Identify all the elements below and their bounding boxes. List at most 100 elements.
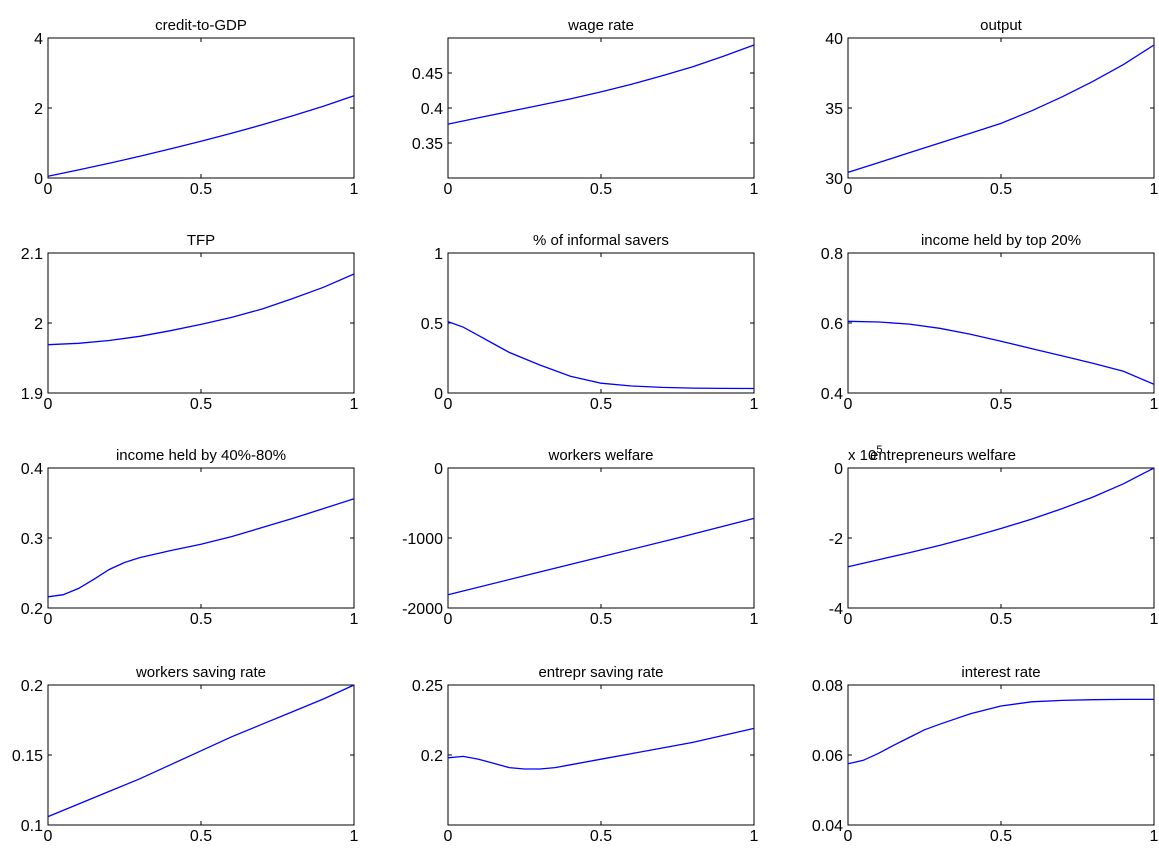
x-tick-label: 1: [350, 396, 359, 413]
series-line: [847, 698, 1154, 765]
y-tick-label: 0.45: [412, 66, 443, 83]
series-line: [847, 467, 1155, 568]
x-tick-label: 0.5: [190, 181, 212, 198]
y-tick-label: 2: [34, 101, 43, 118]
chart-title: entrepr saving rate: [538, 664, 663, 681]
x-tick-label: 0: [844, 181, 853, 198]
y-tick-label: 0.1: [21, 818, 43, 835]
series-line: [47, 498, 355, 598]
x-tick-label: 0: [444, 396, 453, 413]
axes-frame: [447, 684, 755, 826]
y-tick-label: 0.15: [12, 748, 43, 765]
axes-frame: [47, 252, 355, 394]
x-tick-label: 0: [44, 611, 53, 628]
subplot: output 0 0.5 1 30 35 40: [825, 17, 1158, 198]
axes-frame: [47, 37, 355, 179]
series-line: [447, 320, 755, 390]
series-line: [47, 95, 355, 177]
y-tick-label: 1: [434, 246, 443, 263]
subplot: wage rate 0 0.5 1 0.35 0.4 0.45: [412, 17, 759, 198]
series-line: [47, 273, 355, 346]
y-tick-label: 0.2: [21, 601, 43, 618]
x-tick-label: 0.5: [590, 828, 612, 845]
y-tick-label: 0.35: [412, 136, 443, 153]
x-tick-label: 1: [750, 181, 759, 198]
chart-title: income held by 40%-80%: [116, 447, 286, 464]
x-tick-label: 1: [1150, 611, 1159, 628]
y-tick-label: 0.08: [812, 678, 843, 695]
y-tick-label: 0: [434, 461, 443, 478]
y-tick-label: 0: [34, 171, 43, 188]
axes-frame: [447, 252, 755, 394]
y-tick-label: 0: [834, 461, 843, 478]
y-tick-label: 0: [434, 386, 443, 403]
y-tick-label: 0.06: [812, 748, 843, 765]
axes-frame: [47, 684, 355, 826]
y-tick-label: 0.04: [812, 818, 843, 835]
chart-title: credit-to-GDP: [155, 17, 247, 34]
chart-title: output: [980, 17, 1023, 34]
y-tick-label: 0.6: [821, 316, 843, 333]
subplot: workers saving rate 0 0.5 1 0.1 0.15 0.2: [12, 664, 359, 845]
x-tick-label: 1: [1150, 396, 1159, 413]
y-tick-label: -2: [829, 531, 843, 548]
x-tick-label: 0: [444, 611, 453, 628]
series-line: [47, 684, 355, 818]
x-tick-label: 0: [44, 181, 53, 198]
axes-frame: [847, 467, 1155, 609]
y-tick-label: 35: [825, 101, 843, 118]
y-tick-label: 0.8: [821, 246, 843, 263]
y-tick-label: 30: [825, 171, 843, 188]
chart-title: workers saving rate: [135, 664, 266, 681]
chart-title: income held by top 20%: [921, 232, 1081, 249]
axes-frame: [447, 467, 755, 609]
subplot: % of informal savers 0 0.5 1 0 0.5 1: [421, 232, 759, 413]
series-line: [447, 44, 755, 125]
subplot: entrepr saving rate 0 0.5 1 0.2 0.25: [412, 664, 759, 845]
y-tick-label: -2000: [402, 601, 443, 618]
y-tick-label: -1000: [402, 531, 443, 548]
exponent-label: x 105: [848, 444, 882, 464]
y-tick-label: -4: [829, 601, 843, 618]
series-line: [847, 320, 1155, 385]
x-tick-label: 1: [350, 181, 359, 198]
subplot: interest rate 0 0.5 1 0.04 0.06 0.08: [812, 664, 1159, 845]
x-tick-label: 0: [444, 828, 453, 845]
x-tick-label: 0: [844, 396, 853, 413]
series-line: [447, 517, 755, 596]
series-line: [447, 727, 755, 770]
axes-frame: [847, 37, 1155, 179]
y-tick-label: 1.9: [21, 386, 43, 403]
x-tick-label: 0.5: [990, 611, 1012, 628]
x-tick-label: 1: [1150, 828, 1159, 845]
chart-title: workers welfare: [547, 447, 653, 464]
y-tick-label: 2.1: [21, 246, 43, 263]
y-tick-label: 4: [34, 31, 43, 48]
subplot: income held by top 20% 0 0.5 1 0.4 0.6 0.8: [821, 232, 1159, 413]
x-tick-label: 0.5: [190, 611, 212, 628]
series-line: [847, 44, 1155, 174]
x-tick-label: 0.5: [190, 828, 212, 845]
x-tick-label: 0.5: [990, 396, 1012, 413]
subplot: income held by 40%-80% 0 0.5 1 0.2 0.3 0.4: [21, 447, 359, 628]
axes-frame: [847, 684, 1155, 826]
x-tick-label: 1: [750, 828, 759, 845]
chart-title: % of informal savers: [533, 232, 669, 249]
chart-title: interest rate: [961, 664, 1040, 681]
axes-frame: [447, 37, 755, 179]
x-tick-label: 1: [750, 396, 759, 413]
chart-title: entrepreneurs welfare: [870, 447, 1016, 464]
x-tick-label: 1: [350, 828, 359, 845]
x-tick-label: 0: [44, 396, 53, 413]
x-tick-label: 0: [844, 828, 853, 845]
x-tick-label: 0.5: [190, 396, 212, 413]
x-tick-label: 1: [1150, 181, 1159, 198]
y-tick-label: 40: [825, 31, 843, 48]
x-tick-label: 1: [350, 611, 359, 628]
x-tick-label: 0.5: [990, 828, 1012, 845]
y-tick-label: 0.4: [21, 461, 43, 478]
subplot: TFP 0 0.5 1 1.9 2 2.1: [21, 232, 359, 413]
x-tick-label: 0: [844, 611, 853, 628]
x-tick-label: 0: [44, 828, 53, 845]
